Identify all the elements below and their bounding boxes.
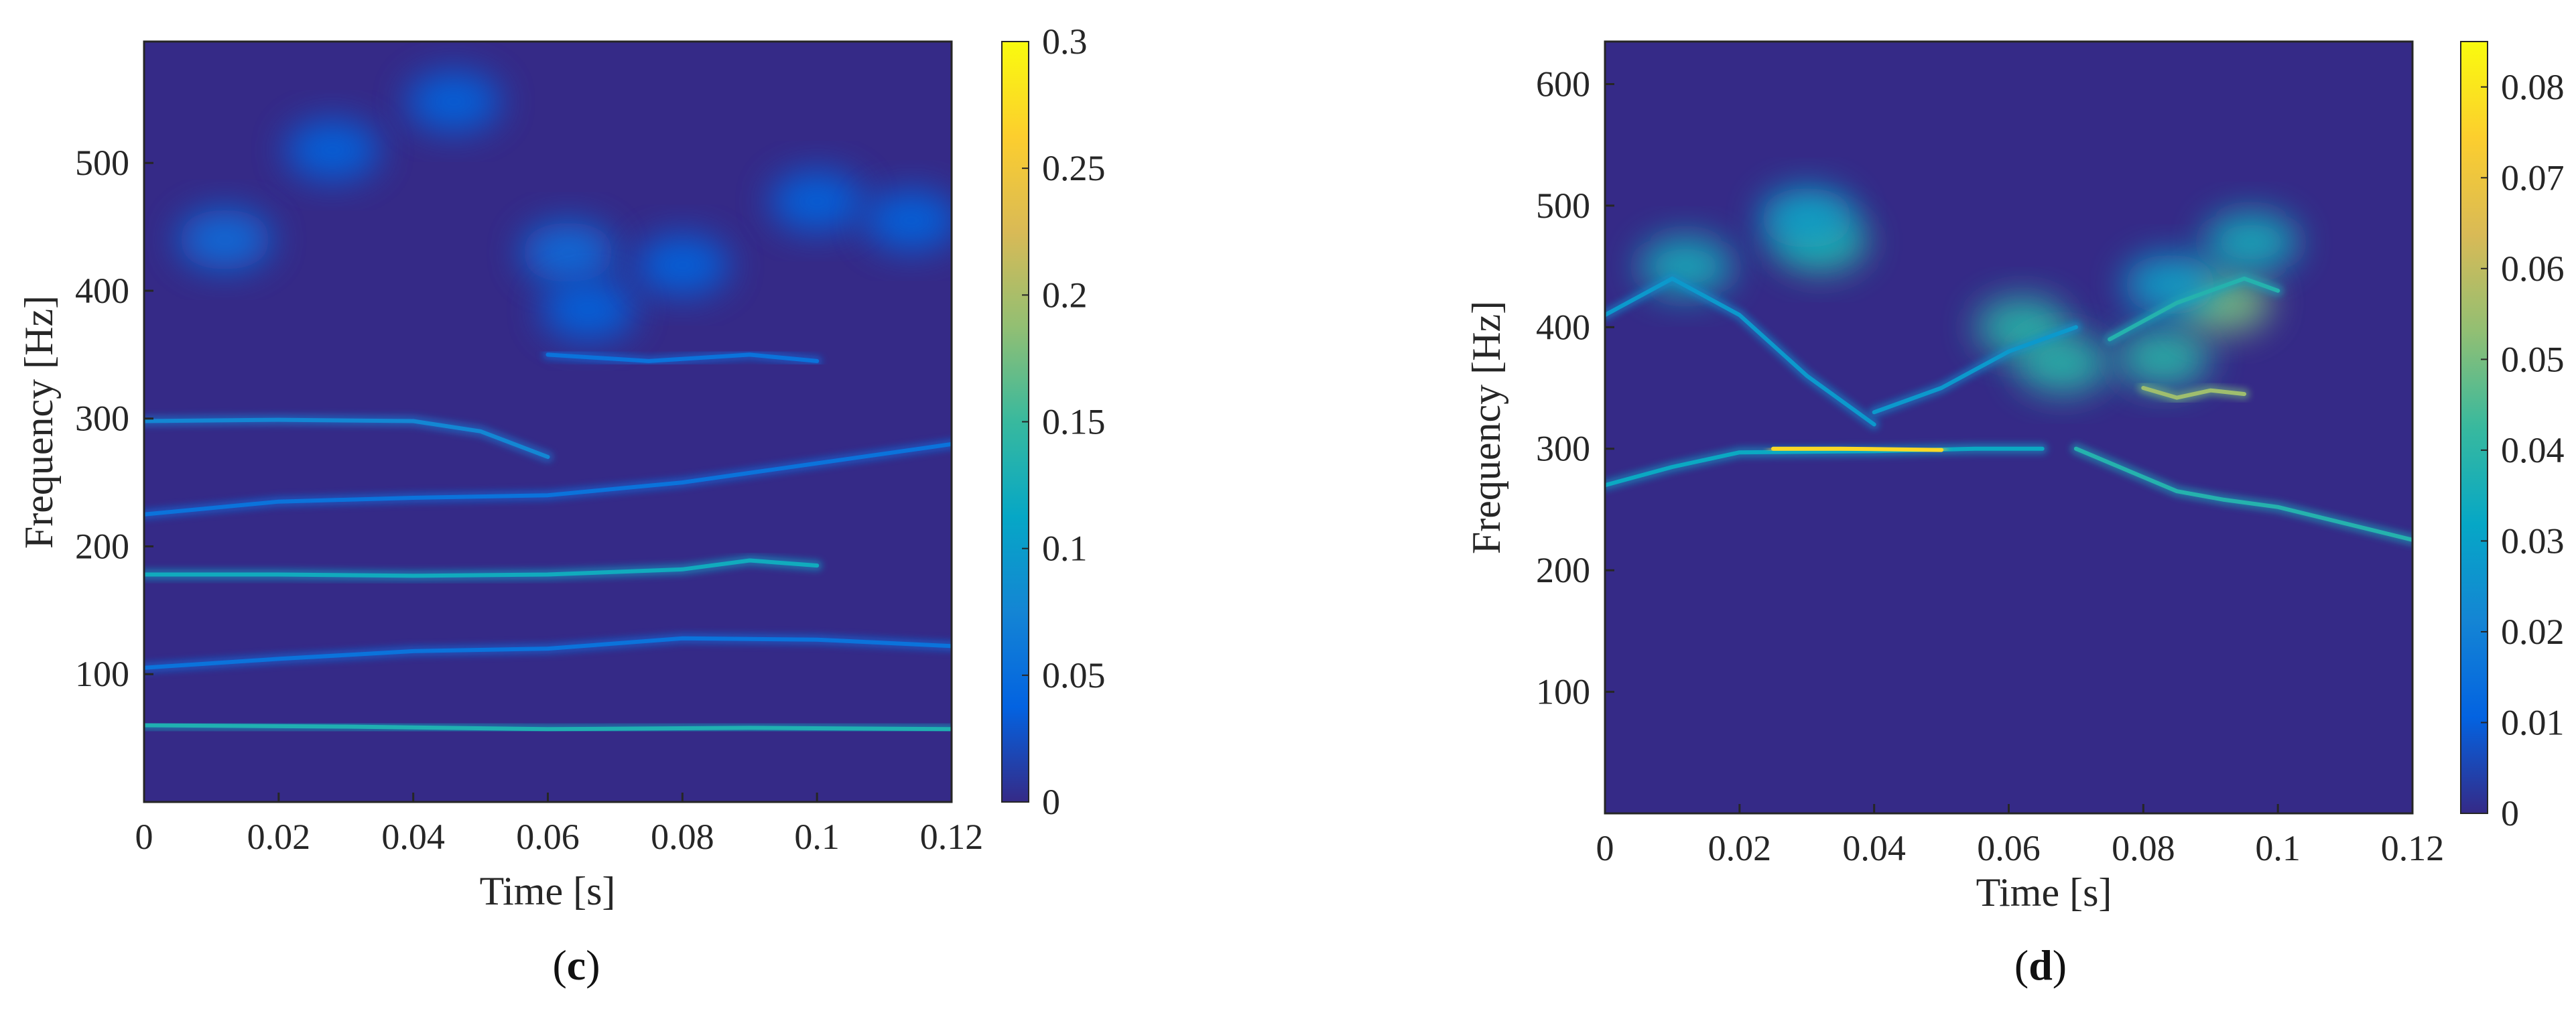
blob-c-3	[521, 222, 615, 283]
y-tick-label-d: 400	[1536, 307, 1590, 347]
y-tick-label-d: 200	[1536, 550, 1590, 590]
y-tick-label-c: 100	[75, 654, 129, 694]
panel-c: 0 0.02 0.04 0.06 0.08 0.1 0.12 100 200 300 400 500…	[17, 21, 1106, 989]
blob-d-2	[1760, 188, 1854, 249]
panel-label-d: (d)	[2014, 941, 2067, 989]
colorbar-tick-label-c: 0.3	[1042, 21, 1088, 62]
ridge-d-1	[1771, 446, 1944, 452]
ridge-c-1	[144, 636, 952, 670]
ridge-c-3	[144, 442, 952, 517]
x-tick-label-c: 0.12	[920, 817, 984, 857]
y-tick-label-d: 600	[1536, 64, 1590, 104]
y-tick-label-c: 200	[75, 526, 129, 566]
ridge-c-0	[144, 723, 952, 732]
colorbar-d	[2460, 41, 2488, 814]
x-tick-label-c: 0	[135, 817, 153, 857]
x-axis-label-c: Time [s]	[480, 869, 616, 913]
x-tick-label-d: 0.1	[2255, 828, 2301, 868]
y-tick-label-d: 300	[1536, 429, 1590, 469]
x-tick-label-d: 0.04	[1842, 828, 1906, 868]
colorbar-ticks-c: 0 0.05 0.1 0.15 0.2 0.25 0.3	[1022, 21, 1106, 822]
y-ticks-d: 100 200 300 400 500 600	[1536, 64, 1614, 712]
y-tick-label-d: 500	[1536, 186, 1590, 226]
x-tick-label-c: 0.02	[247, 817, 311, 857]
plot-area-d	[1605, 42, 2412, 813]
x-tick-label-d: 0.06	[1977, 828, 2041, 868]
y-tick-label-c: 400	[75, 271, 129, 311]
panel-d: 0 0.02 0.04 0.06 0.08 0.1 0.12 100 200 300 400 500…	[1464, 40, 2565, 989]
ridge-c-5	[545, 352, 820, 363]
x-axis-label-d: Time [s]	[1976, 870, 2112, 915]
x-tick-label-d: 0.02	[1708, 828, 1772, 868]
colorbar-tick-label-d: 0.02	[2501, 612, 2565, 652]
colorbar-tick-label-d: 0.05	[2501, 339, 2565, 379]
ridge-d-5	[2141, 386, 2246, 400]
colorbar-tick-label-c: 0	[1042, 782, 1060, 822]
colorbar-tick-label-c: 0.2	[1042, 275, 1088, 315]
colorbar-tick-label-d: 0.03	[2501, 521, 2565, 561]
blob-c-4	[541, 279, 635, 340]
colorbar-tick-label-c: 0.25	[1042, 148, 1106, 188]
x-tick-label-d: 0.08	[2112, 828, 2175, 868]
colorbar-ticks-d: 0 0.01 0.02 0.03 0.04 0.05 0.06 0.07 0.08	[2481, 67, 2565, 833]
x-tick-label-c: 0.04	[381, 817, 445, 857]
blob-c-1	[285, 120, 380, 181]
colorbar-tick-label-c: 0.15	[1042, 402, 1106, 442]
colorbar-tick-label-d: 0.01	[2501, 702, 2565, 742]
x-ticks-c: 0 0.02 0.04 0.06 0.08 0.1 0.12	[135, 793, 984, 857]
colorbar-tick-label-d: 0.04	[2501, 430, 2565, 470]
colorbar-tick-label-d: 0.06	[2501, 249, 2565, 289]
colorbar-tick-label-d: 0.07	[2501, 157, 2565, 198]
x-tick-label-d: 0	[1596, 828, 1614, 868]
y-tick-label-d: 100	[1536, 672, 1590, 712]
x-ticks-d: 0 0.02 0.04 0.06 0.08 0.1 0.12	[1596, 804, 2445, 868]
ridge-d-4	[1872, 325, 2078, 415]
colorbar-tick-label-d: 0	[2501, 793, 2519, 833]
ridge-c-2	[144, 558, 820, 578]
panel-letter-d: d	[2028, 941, 2053, 989]
y-ticks-c: 100 200 300 400 500	[75, 143, 153, 694]
ridge-d-3	[1605, 276, 1876, 427]
blob-c-6	[770, 171, 864, 232]
colorbar-tick-label-c: 0.05	[1042, 655, 1106, 695]
y-tick-label-c: 500	[75, 143, 129, 183]
colorbar-tick-label-d: 0.08	[2501, 67, 2565, 107]
ridge-c-4	[144, 417, 550, 459]
blob-c-0	[178, 209, 272, 270]
blob-d-4	[2015, 333, 2110, 394]
x-tick-label-c: 0.06	[516, 817, 580, 857]
ridge-d-2	[2073, 446, 2412, 542]
y-tick-label-c: 300	[75, 399, 129, 439]
blob-c-2	[406, 71, 501, 132]
ridge-d-6	[2108, 276, 2280, 342]
x-tick-label-c: 0.1	[794, 817, 840, 857]
blob-c-7	[864, 190, 952, 251]
blob-d-5	[2116, 327, 2211, 388]
blob-c-5	[635, 234, 730, 295]
panel-letter-c: c	[567, 941, 586, 989]
y-axis-label-c: Frequency [Hz]	[17, 295, 61, 549]
panel-label-c: (c)	[552, 941, 600, 989]
x-tick-label-d: 0.12	[2381, 828, 2445, 868]
blob-d-7	[2204, 212, 2298, 273]
colorbar-tick-label-c: 0.1	[1042, 529, 1088, 569]
x-tick-label-c: 0.08	[651, 817, 714, 857]
y-axis-label-d: Frequency [Hz]	[1464, 301, 1508, 554]
spectrogram-marks-c	[144, 71, 952, 735]
spectrogram-marks-d	[1605, 188, 2412, 545]
